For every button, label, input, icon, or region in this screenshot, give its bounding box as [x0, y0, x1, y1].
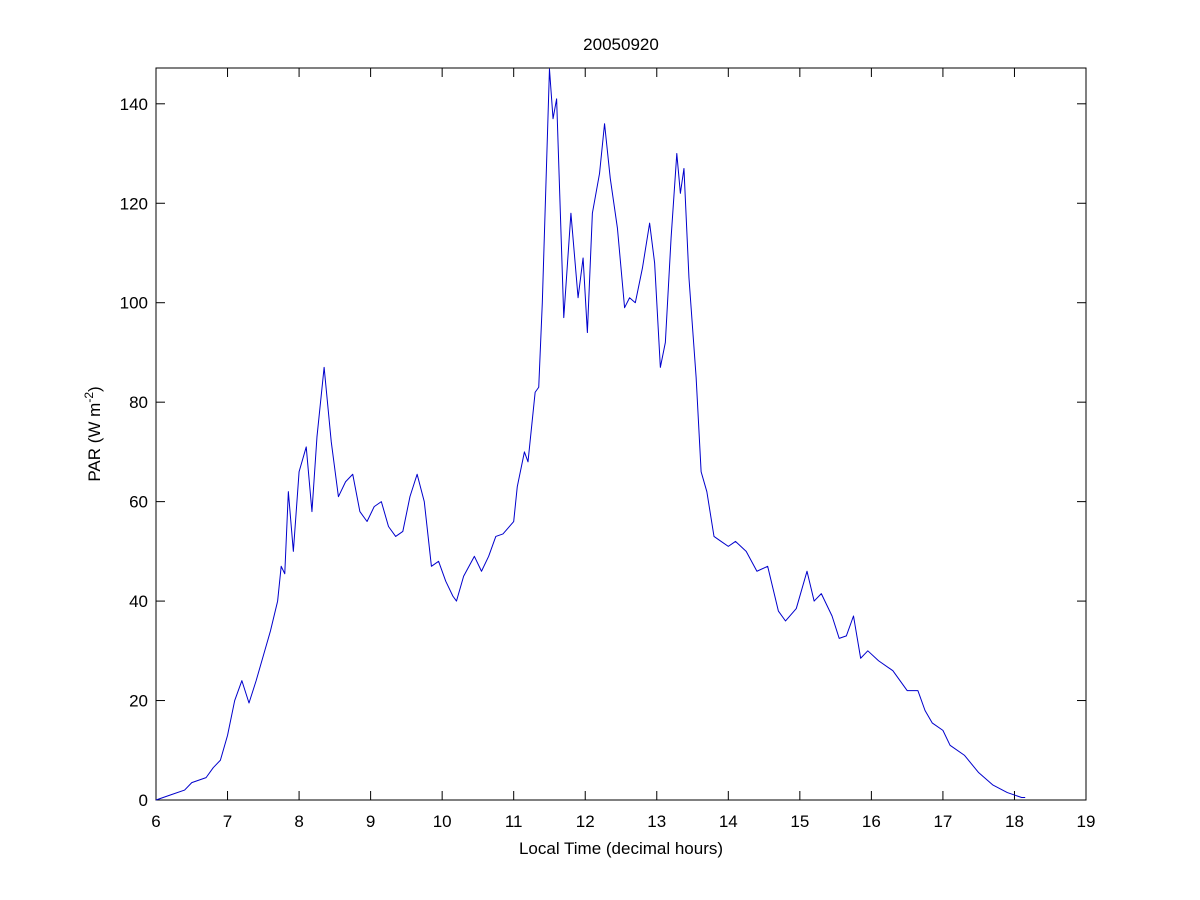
y-axis-label-end: ): [85, 386, 104, 392]
y-axis-label: PAR (W m-2): [82, 386, 104, 481]
y-tick-label: 20: [129, 692, 148, 711]
y-axis-label-text: PAR (W m: [85, 403, 104, 482]
x-tick-label: 13: [647, 812, 666, 831]
data-line: [155, 68, 1026, 801]
y-axis-label-sup: -2: [82, 392, 96, 403]
x-tick-label: 17: [933, 812, 952, 831]
x-tick-label: 6: [151, 812, 160, 831]
y-tick-label: 60: [129, 493, 148, 512]
y-tick-label: 0: [139, 791, 148, 810]
x-tick-label: 7: [223, 812, 232, 831]
x-axis-label: Local Time (decimal hours): [519, 839, 723, 858]
plot-area: [155, 67, 1087, 801]
y-tick-label: 120: [120, 194, 148, 213]
y-tick-label: 140: [120, 95, 148, 114]
x-tick-label: 9: [366, 812, 375, 831]
x-tick-label: 19: [1077, 812, 1096, 831]
x-tick-label: 15: [790, 812, 809, 831]
y-tick-label: 40: [129, 592, 148, 611]
x-tick-label: 8: [294, 812, 303, 831]
y-tick-label: 80: [129, 393, 148, 412]
x-tick-label: 10: [433, 812, 452, 831]
x-tick-label: 16: [862, 812, 881, 831]
y-tick-label: 100: [120, 294, 148, 313]
x-tick-label: 12: [576, 812, 595, 831]
x-tick-label: 14: [719, 812, 738, 831]
x-tick-label: 18: [1005, 812, 1024, 831]
chart-title: 20050920: [583, 35, 659, 54]
x-tick-label: 11: [505, 812, 523, 831]
